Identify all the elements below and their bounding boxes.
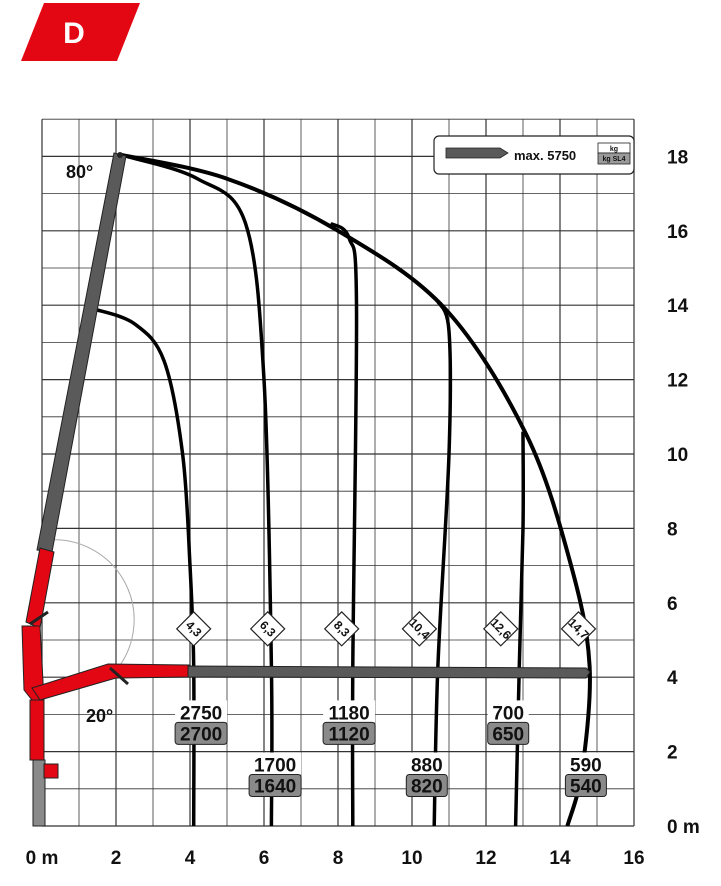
capacity-top-box (487, 700, 529, 723)
capacity-top-box (323, 700, 376, 723)
capacity-bottom-box (174, 721, 228, 745)
reach-label: 10,4 (401, 611, 438, 647)
legend-unit-box-bottom (597, 152, 631, 165)
legend-unit-top: kg (610, 146, 618, 153)
crane-base (29, 699, 45, 761)
x-tick-label: 8 (333, 848, 344, 869)
capacity-bottom-box (487, 721, 530, 745)
angle-bottom-label: 20° (86, 706, 113, 726)
capacity-top-value: 1180 (328, 703, 369, 724)
capacity-top-value: 2750 (180, 703, 222, 724)
reach-label: 8,3 (323, 611, 360, 647)
reach-diamond (175, 611, 212, 647)
legend-box (433, 135, 635, 175)
legend-unit-bottom: kg SL4 (603, 156, 626, 163)
hydraulic-cylinder-1 (29, 610, 49, 626)
badge-letter: D (63, 17, 85, 50)
capacity-bottom-box (405, 773, 448, 797)
inner-boundary-curve (93, 307, 196, 827)
reach-diamond (482, 611, 519, 647)
capacity-top-box (565, 752, 607, 775)
capacity-bottom-value: 2700 (180, 724, 222, 745)
y-tick-label: 8 (667, 519, 678, 540)
chart-badge: D (21, 3, 140, 61)
reach-diamond (323, 611, 360, 647)
reach-diamond (401, 611, 438, 647)
legend-boom-icon (445, 147, 509, 159)
slew-arc (47, 539, 135, 676)
crane-illustration (21, 152, 591, 827)
y-tick-label: 18 (667, 147, 688, 168)
boom-80-tip (117, 152, 123, 158)
x-tick-label: 12 (475, 848, 496, 869)
reach-labels: 4,3 6,3 8,3 10,4 12,6 14,7 (175, 611, 597, 647)
envelope-curve (119, 152, 592, 827)
crane-control (43, 763, 59, 779)
capacity-top-box (175, 700, 228, 723)
capacity-bottom-value: 540 (570, 776, 602, 797)
capacity-bottom-value: 650 (492, 724, 524, 745)
y-tick-label: 6 (667, 594, 678, 615)
reach-diamond (560, 611, 597, 647)
reach-curve (513, 431, 526, 827)
capacity-top-value: 590 (570, 755, 602, 776)
y-tick-label: 10 (667, 445, 688, 466)
reach-label-text: 12,6 (488, 616, 515, 643)
capacity-top-box (406, 752, 448, 775)
angle-top-label: 80° (66, 162, 93, 182)
x-tick-label: 10 (401, 848, 422, 869)
x-tick-label: 14 (549, 848, 571, 869)
legend: max. 5750 kg kg SL4 (433, 135, 635, 175)
capacity-bottom-value: 1640 (254, 776, 296, 797)
y-tick-label: 16 (667, 222, 688, 243)
axis-ticks: 0 m 2 4 6 8 10 12 14 16 0 m 2 4 6 8 10 12 14 16 18 (26, 147, 700, 869)
capacity-bottom-value: 820 (411, 776, 443, 797)
capacity-bottom-box (322, 721, 376, 745)
y-tick-label: 14 (667, 296, 689, 317)
capacity-top-box (249, 752, 302, 775)
capacity-top-value: 1700 (254, 755, 296, 776)
hydraulic-cylinder-2 (109, 666, 129, 686)
capacity-top-value: 880 (411, 755, 443, 776)
capacity-bottom-value: 1120 (328, 724, 369, 745)
legend-max-text: max. 5750 (514, 148, 576, 163)
boom-20-gray (187, 665, 591, 679)
y-tick-label: 12 (667, 371, 688, 392)
reach-label: 4,3 (175, 611, 212, 647)
x-tick-label: 6 (259, 848, 270, 869)
crane-stabilizer (32, 759, 46, 827)
reach-label: 14,7 (560, 611, 597, 647)
badge-parallelogram (21, 3, 140, 61)
reach-label: 12,6 (482, 611, 519, 647)
y-tick-label: 2 (667, 743, 678, 764)
reach-label: 6,3 (249, 611, 286, 647)
y-tick-label: 0 m (667, 817, 700, 838)
reach-label-text: 10,4 (406, 616, 433, 643)
capacity-top-value: 700 (492, 703, 524, 724)
reach-diamond (249, 611, 286, 647)
x-tick-label: 0 m (26, 848, 59, 869)
x-tick-label: 16 (623, 848, 644, 869)
reach-curve (432, 300, 453, 827)
capacity-bottom-box (564, 773, 607, 797)
reach-curve (126, 154, 274, 827)
y-tick-label: 4 (667, 668, 678, 689)
x-tick-label: 2 (111, 848, 122, 869)
capacity-bottom-box (248, 773, 302, 797)
boom-80-gray (36, 152, 127, 553)
x-tick-label: 4 (185, 848, 196, 869)
